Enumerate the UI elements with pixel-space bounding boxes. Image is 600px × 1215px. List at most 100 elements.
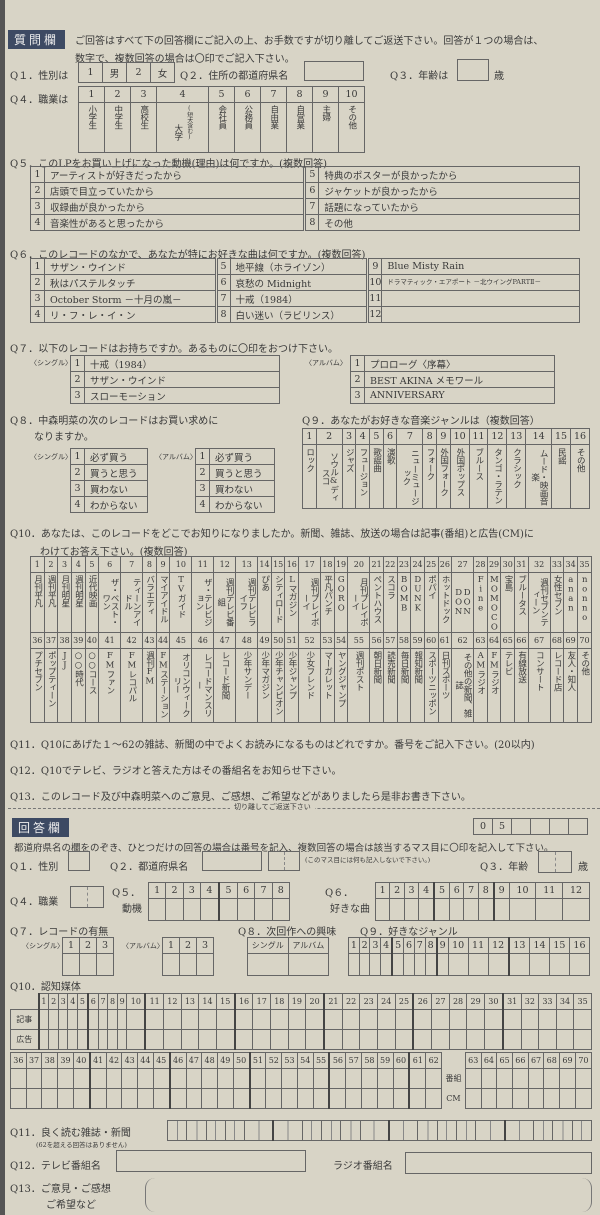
a-q10-checkbox[interactable] [376, 1068, 394, 1089]
a-q10-checkbox[interactable] [501, 1009, 522, 1030]
a-q10-checkbox[interactable] [216, 1068, 234, 1089]
a-q10-checkbox[interactable] [394, 1009, 414, 1030]
a-q6-checkbox[interactable] [433, 898, 451, 921]
a-q10-checkbox[interactable] [408, 1088, 427, 1109]
a-q10-checkbox[interactable] [201, 1088, 218, 1109]
a-q10-checkbox[interactable] [265, 1088, 283, 1109]
a-q11-number-box[interactable] [571, 1120, 593, 1141]
a-q5-checkbox[interactable] [165, 898, 184, 921]
a-q10-checkbox[interactable] [281, 1088, 298, 1109]
a-q10-checkbox[interactable] [543, 1068, 561, 1089]
a-q8-input[interactable] [287, 953, 330, 976]
a-q10-checkbox[interactable] [287, 1009, 307, 1030]
a-q7-single-checkbox[interactable] [62, 953, 80, 976]
a-q10-checkbox[interactable] [312, 1088, 330, 1109]
a-q10-checkbox[interactable] [361, 1088, 378, 1109]
a-q11-number-box[interactable] [301, 1120, 323, 1141]
a-q10-checkbox[interactable] [37, 1029, 50, 1050]
a-q7-single-checkbox[interactable] [96, 953, 114, 976]
a-q6-checkbox[interactable] [374, 898, 391, 921]
a-q9-checkbox[interactable] [358, 953, 371, 976]
a-q10-checkbox[interactable] [88, 1068, 107, 1089]
a-q10-checkbox[interactable] [215, 1009, 236, 1030]
a-q10-checkbox[interactable] [198, 1009, 217, 1030]
a-q5-checkbox[interactable] [217, 898, 238, 921]
a-q11-number-box[interactable] [436, 1120, 458, 1141]
a-q5-checkbox[interactable] [147, 898, 167, 921]
a-q10-checkbox[interactable] [408, 1068, 427, 1089]
a-q9-checkbox[interactable] [467, 953, 489, 976]
a-q11-number-box[interactable] [340, 1120, 361, 1141]
a-q11-number-box[interactable] [552, 1120, 573, 1141]
a-q10-checkbox[interactable] [425, 1068, 443, 1089]
a-q10-checkbox[interactable] [25, 1088, 43, 1109]
a-q10-checkbox[interactable] [72, 1088, 91, 1109]
a-q6-checkbox[interactable] [418, 898, 435, 921]
a-q10-checkbox[interactable] [359, 1009, 378, 1030]
a-q9-checkbox[interactable] [435, 953, 449, 976]
a-q11-number-box[interactable] [359, 1120, 390, 1141]
a-q10-checkbox[interactable] [305, 1009, 325, 1030]
a-q10-checkbox[interactable] [57, 1009, 69, 1030]
comments-input[interactable] [145, 1178, 592, 1212]
a-q10-checkbox[interactable] [431, 1029, 450, 1050]
a-q10-checkbox[interactable] [41, 1088, 59, 1109]
a-q10-checkbox[interactable] [573, 1029, 592, 1050]
a-q11-number-box[interactable] [533, 1120, 554, 1141]
a-q10-checkbox[interactable] [97, 1009, 109, 1030]
a-q10-checkbox[interactable] [10, 1068, 27, 1089]
a-q6-checkbox[interactable] [389, 898, 405, 921]
a-q10-checkbox[interactable] [216, 1088, 234, 1109]
tv-program-input[interactable] [116, 1150, 306, 1172]
a-q10-checkbox[interactable] [126, 1029, 146, 1050]
a-q10-checkbox[interactable] [425, 1088, 443, 1109]
a-q10-checkbox[interactable] [248, 1088, 267, 1109]
a-q10-checkbox[interactable] [361, 1068, 378, 1089]
a-q10-checkbox[interactable] [483, 1029, 504, 1050]
a-q10-checkbox[interactable] [574, 1088, 593, 1109]
a-q10-checkbox[interactable] [107, 1029, 118, 1050]
a-q10-checkbox[interactable] [464, 1088, 482, 1109]
a-q10-checkbox[interactable] [232, 1088, 251, 1109]
a-q11-number-box[interactable] [244, 1120, 274, 1141]
a-q10-checkbox[interactable] [41, 1068, 59, 1089]
a-q10-checkbox[interactable] [265, 1068, 283, 1089]
a-q4-input[interactable] [70, 886, 104, 908]
a-q10-checkbox[interactable] [86, 1009, 99, 1030]
a-q10-checkbox[interactable] [168, 1088, 187, 1109]
a-q10-checkbox[interactable] [555, 1029, 575, 1050]
a-q9-checkbox[interactable] [447, 953, 469, 976]
a-q3-input[interactable] [538, 851, 572, 873]
a-q9-checkbox[interactable] [487, 953, 510, 976]
a-q9-checkbox[interactable] [391, 953, 405, 976]
q3-input[interactable] [457, 59, 489, 81]
a-q10-checkbox[interactable] [252, 1029, 272, 1050]
a-q10-checkbox[interactable] [233, 1009, 254, 1030]
a-q7-single-checkbox[interactable] [79, 953, 97, 976]
a-q10-checkbox[interactable] [501, 1029, 522, 1050]
a-q5-checkbox[interactable] [254, 898, 273, 921]
a-q11-number-box[interactable] [388, 1120, 419, 1141]
a-q10-checkbox[interactable] [105, 1088, 123, 1109]
a-q10-checkbox[interactable] [121, 1088, 139, 1109]
a-q9-checkbox[interactable] [507, 953, 531, 976]
a-q10-checkbox[interactable] [57, 1068, 74, 1089]
a-q10-checkbox[interactable] [25, 1068, 43, 1089]
a-q10-checkbox[interactable] [48, 1029, 59, 1050]
a-q10-checkbox[interactable] [574, 1068, 593, 1089]
a-q10-checkbox[interactable] [121, 1068, 139, 1089]
a-q10-checkbox[interactable] [107, 1009, 118, 1030]
a-q10-checkbox[interactable] [555, 1009, 575, 1030]
a-q10-checkbox[interactable] [296, 1088, 314, 1109]
a-q10-checkbox[interactable] [392, 1068, 410, 1089]
a-q10-checkbox[interactable] [270, 1009, 289, 1030]
a-q10-checkbox[interactable] [57, 1029, 69, 1050]
a-q11-number-box[interactable] [456, 1120, 477, 1141]
a-q5-checkbox[interactable] [199, 898, 220, 921]
a-q10-checkbox[interactable] [573, 1009, 592, 1030]
a-q10-checkbox[interactable] [180, 1009, 200, 1030]
a-q10-checkbox[interactable] [296, 1068, 314, 1089]
a-q10-checkbox[interactable] [559, 1088, 576, 1109]
a-q11-number-box[interactable] [186, 1120, 207, 1141]
a-q7-album-checkbox[interactable] [162, 953, 180, 976]
